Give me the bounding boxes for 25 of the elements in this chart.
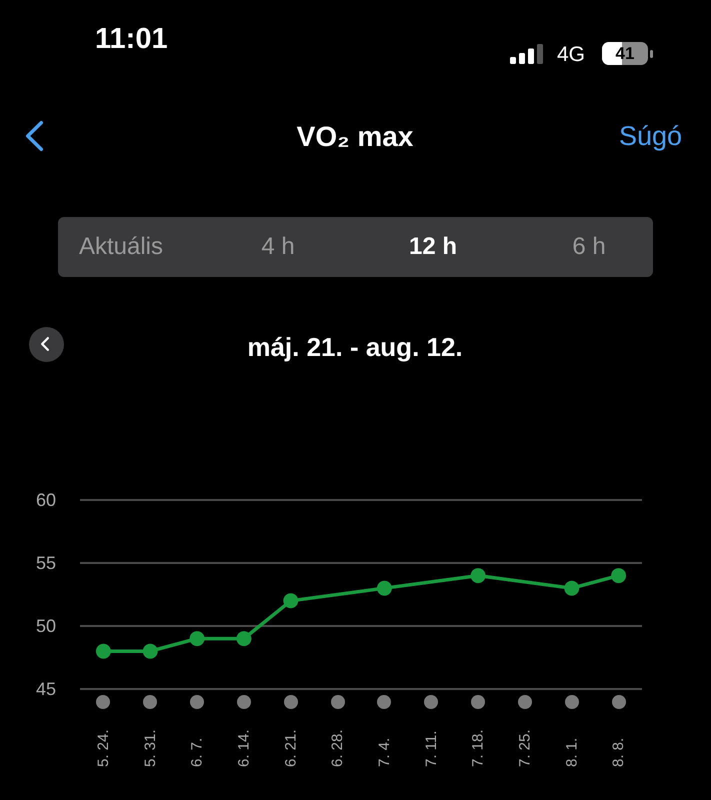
text: Súgó (618, 121, 682, 151)
x-tick-label: 8. 8. (610, 738, 628, 767)
x-tick-label: 7. 4. (376, 738, 393, 767)
y-tick-label: 45 (36, 679, 56, 699)
text: Aktuális (78, 233, 164, 260)
y-tick-label: 55 (36, 553, 56, 573)
text: 4G (557, 43, 586, 66)
x-tick-label: 7. 18. (470, 729, 487, 767)
y-tick-label: 50 (36, 616, 56, 636)
x-tick-label: 5. 24. (94, 729, 112, 767)
chart-subtitle: máj. 21. - aug. 12. (247, 332, 463, 362)
text: 4 h (261, 233, 295, 260)
x-tick-label: 6. 21. (282, 729, 300, 767)
text: 6 h (572, 233, 606, 260)
x-tick-label: 6. 7. (188, 738, 206, 767)
x-tick-label: 7. 25. (516, 729, 534, 767)
y-tick-label: 60 (36, 490, 56, 510)
chart-title: VO₂ max (296, 121, 414, 152)
x-tick-label: 5. 31. (142, 729, 159, 767)
text: 12 h (408, 233, 458, 260)
text: 11:01 (95, 23, 168, 55)
x-tick-label: 6. 28. (329, 729, 346, 767)
x-tick-label: 6. 14. (235, 729, 252, 767)
x-tick-label: 7. 11. (422, 730, 440, 767)
x-tick-label: 8. 1. (563, 738, 580, 767)
